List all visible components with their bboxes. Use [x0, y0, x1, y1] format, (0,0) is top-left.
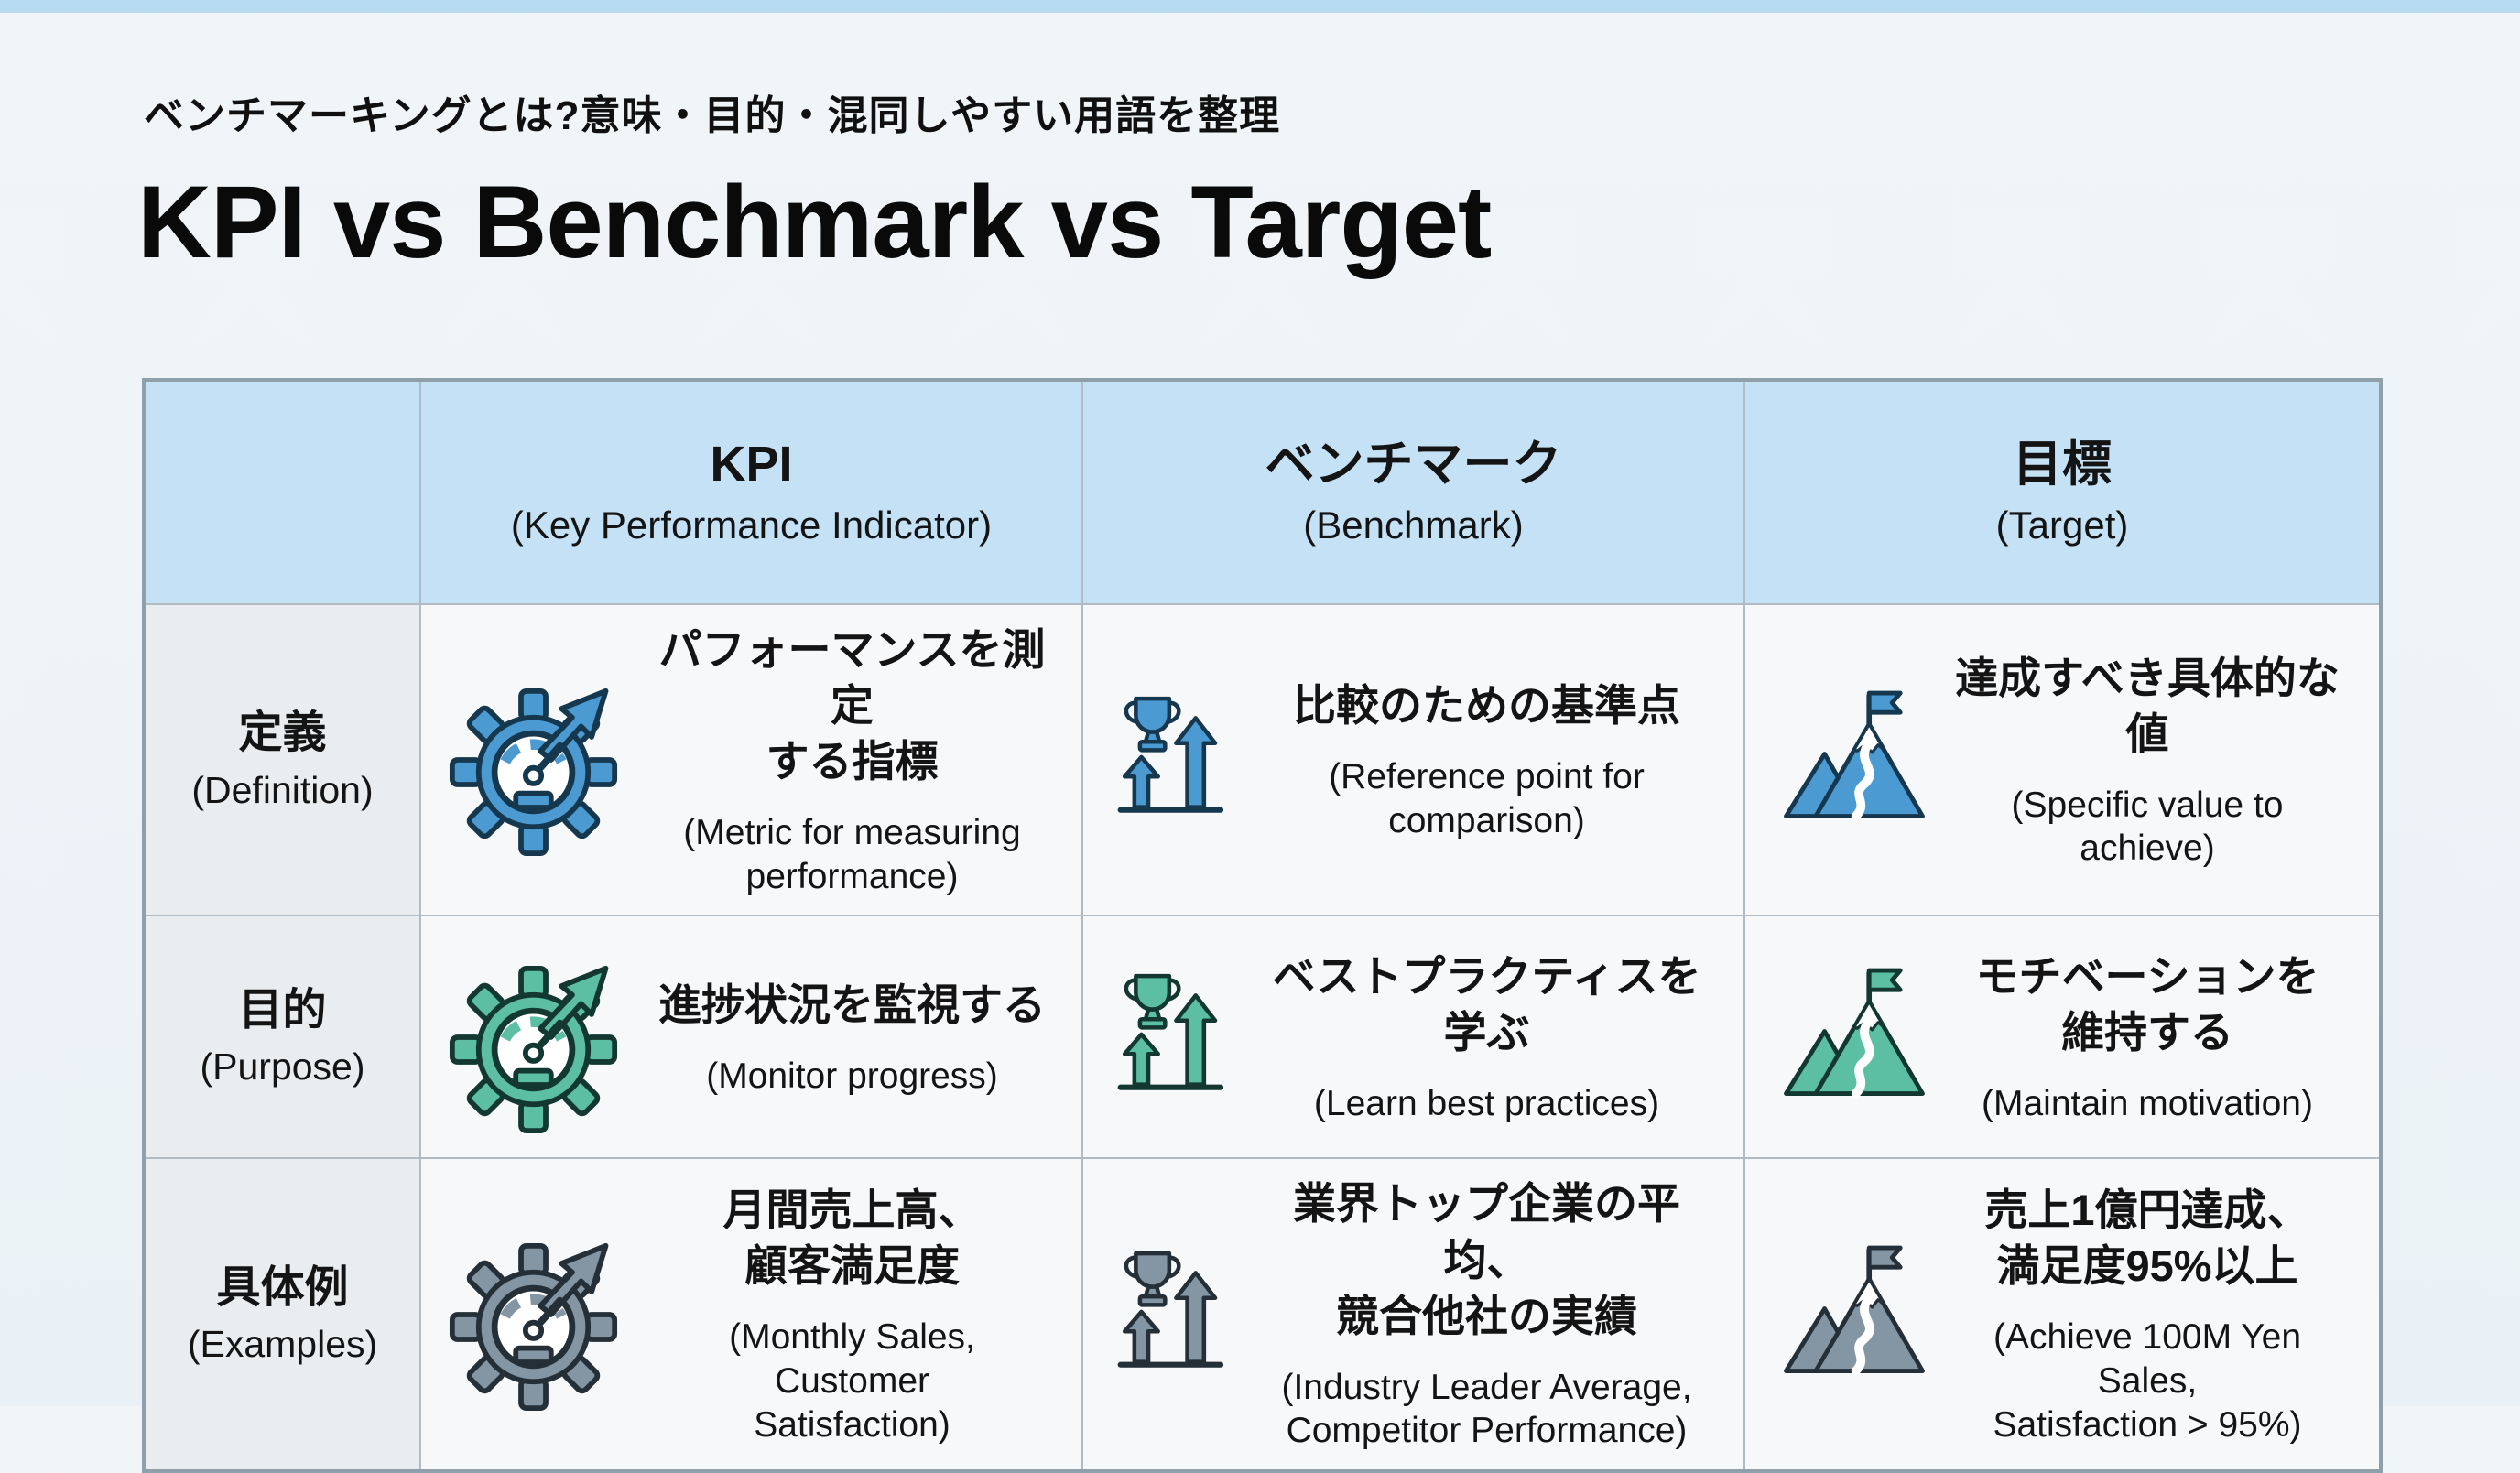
col-header-empty: [143, 379, 421, 605]
row-label-jp: 具体例: [216, 1262, 349, 1312]
col-header-main: ベンチマーク: [1265, 436, 1562, 492]
trophy-growth-icon: [1111, 683, 1250, 837]
cell-text-en: (Monitor progress): [706, 1056, 998, 1096]
mountain-flag-icon: [1773, 963, 1936, 1111]
cell-examples-target: 売上1億円達成、 満足度95%以上 (Achieve 100M Yen Sale…: [1743, 1157, 2382, 1472]
gauge-gear-icon: [449, 940, 643, 1134]
cell-purpose-kpi: 進捗状況を監視する (Monitor progress): [419, 915, 1083, 1160]
trophy-growth-icon: [1111, 1238, 1250, 1392]
comparison-table: KPI (Key Performance Indicator) ベンチマーク (…: [142, 378, 2383, 1473]
col-header-kpi: KPI (Key Performance Indicator): [419, 379, 1083, 605]
page-title: KPI vs Benchmark vs Target: [137, 165, 1492, 279]
col-header-sub: (Benchmark): [1303, 504, 1524, 547]
row-label-en: (Purpose): [200, 1045, 365, 1089]
cell-text-jp: 達成すべき具体的な値: [1955, 653, 2340, 758]
cell-text-jp: 比較のための基準点: [1293, 681, 1680, 731]
cell-text-en: (Reference point for comparison): [1329, 757, 1645, 840]
mountain-flag-icon: [1773, 686, 1936, 834]
col-header-benchmark: ベンチマーク (Benchmark): [1081, 379, 1745, 605]
cell-text-en: (Learn best practices): [1313, 1084, 1660, 1124]
table-row-examples: 具体例 (Examples) 月間売上高、 顧客満足度 (Monthly Sal…: [143, 1157, 2382, 1472]
row-label-jp: 目的: [238, 986, 327, 1035]
table-row-purpose: 目的 (Purpose) 進捗状況を監視する (Monitor progress…: [143, 915, 2382, 1160]
row-label-en: (Definition): [191, 768, 374, 811]
gauge-gear-icon: [449, 1218, 643, 1412]
trophy-growth-icon: [1111, 960, 1250, 1114]
cell-text-en: (Industry Leader Average, Competitor Per…: [1281, 1367, 1692, 1451]
col-header-main: KPI: [710, 436, 793, 492]
gauge-gear-icon: [449, 663, 643, 857]
cell-text-en: (Metric for measuring performance): [683, 813, 1021, 896]
mountain-flag-icon: [1773, 1240, 1936, 1389]
cell-text-jp: ベストプラクティスを 学ぶ: [1272, 952, 1701, 1057]
table-row-definition: 定義 (Definition) パフォーマンスを測定 する指標 (Metric …: [143, 602, 2382, 917]
row-label-jp: 定義: [238, 709, 327, 758]
cell-text-en: (Monthly Sales, Customer Satisfaction): [729, 1317, 975, 1445]
row-label-definition: 定義 (Definition): [143, 602, 421, 917]
cell-text-jp: モチベーションを 維持する: [1975, 952, 2319, 1057]
col-header-target: 目標 (Target): [1743, 379, 2382, 605]
row-label-en: (Examples): [187, 1323, 378, 1366]
cell-text-jp: 月間売上高、 顧客満足度: [722, 1186, 982, 1291]
cell-text-jp: 売上1億円達成、 満足度95%以上: [1984, 1186, 2310, 1291]
cell-text-jp: 業界トップ企業の平均、 競合他社の実績: [1293, 1179, 1680, 1340]
kicker-text: ベンチマーキングとは?意味・目的・混同しやすい用語を整理: [144, 93, 1281, 138]
cell-definition-benchmark: 比較のための基準点 (Reference point for compariso…: [1081, 602, 1745, 917]
top-accent-strip: [0, 0, 2520, 13]
cell-text-jp: パフォーマンスを測定 する指標: [658, 625, 1046, 786]
cell-purpose-target: モチベーションを 維持する (Maintain motivation): [1743, 915, 2382, 1160]
table-header-row: KPI (Key Performance Indicator) ベンチマーク (…: [143, 379, 2382, 605]
cell-text-en: (Achieve 100M Yen Sales, Satisfaction > …: [1993, 1317, 2302, 1445]
row-label-examples: 具体例 (Examples): [143, 1157, 421, 1472]
cell-definition-target: 達成すべき具体的な値 (Specific value to achieve): [1743, 602, 2382, 917]
col-header-sub: (Target): [1995, 504, 2129, 547]
cell-text-en: (Specific value to achieve): [2011, 785, 2284, 869]
cell-definition-kpi: パフォーマンスを測定 する指標 (Metric for measuring pe…: [419, 602, 1083, 917]
col-header-sub: (Key Performance Indicator): [510, 504, 993, 547]
cell-examples-benchmark: 業界トップ企業の平均、 競合他社の実績 (Industry Leader Ave…: [1081, 1157, 1745, 1472]
cell-text-en: (Maintain motivation): [1982, 1084, 2313, 1124]
row-label-purpose: 目的 (Purpose): [143, 915, 421, 1160]
cell-text-jp: 進捗状況を監視する: [658, 980, 1046, 1029]
cell-purpose-benchmark: ベストプラクティスを 学ぶ (Learn best practices): [1081, 915, 1745, 1160]
cell-examples-kpi: 月間売上高、 顧客満足度 (Monthly Sales, Customer Sa…: [419, 1157, 1083, 1472]
col-header-main: 目標: [2013, 436, 2112, 492]
